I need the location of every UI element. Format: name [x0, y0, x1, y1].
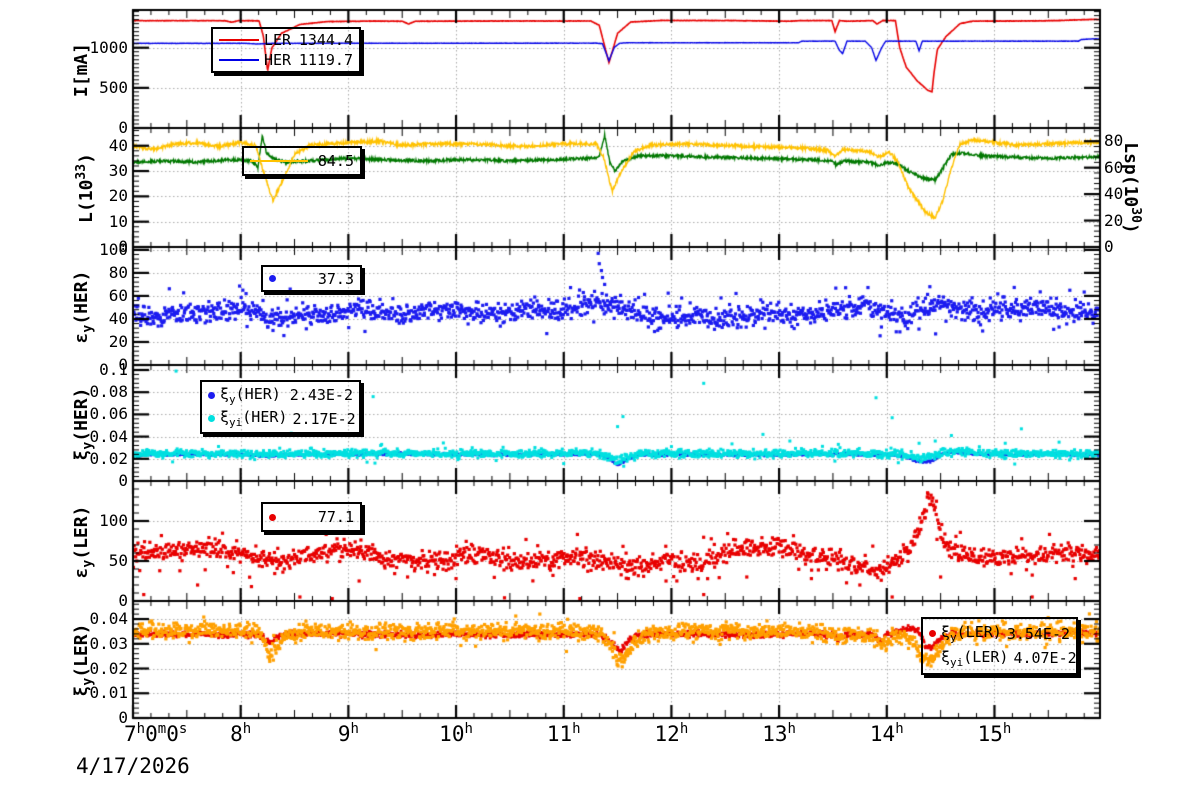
- y-tick-label: 0.01: [89, 683, 128, 703]
- xiyi-her-marker: [208, 415, 215, 423]
- xiy-ler-marker: [929, 630, 936, 638]
- ler-line-sample: [219, 38, 259, 41]
- legend-entry-lsp: 84.5: [244, 151, 360, 171]
- date-label: 4/17/2026: [76, 754, 190, 778]
- y-tick-label: 10: [108, 211, 128, 231]
- legend-entry-ler: LER 1344.4: [213, 30, 359, 50]
- x-hour-label: 11h: [546, 721, 581, 746]
- legend-entry-ey-her: 37.3: [263, 269, 360, 289]
- legend-entry-xiy-ler: ξy(LER) 3.54E-2: [923, 623, 1076, 644]
- xiy-her-marker: [208, 391, 215, 399]
- y-tick-label: 0.04: [89, 426, 128, 446]
- y-tick-label: 20: [108, 331, 128, 351]
- legend-luminosity: 84.5: [242, 146, 362, 176]
- y-tick-label: 0.06: [89, 404, 128, 424]
- y-tick-label: 500: [99, 77, 128, 97]
- x-hour-label: 12h: [654, 721, 689, 746]
- y-tick-label-right: 40: [1104, 184, 1124, 204]
- x-hour-label: 9h: [337, 721, 359, 746]
- y-tick-label: 0: [118, 708, 128, 727]
- y-tick-label: 20: [108, 186, 128, 206]
- y-tick-label: 0: [118, 591, 128, 610]
- y-tick-label: 40: [108, 135, 128, 155]
- y-tick-label: 30: [108, 161, 128, 181]
- y-tick-label: 0.04: [89, 609, 128, 629]
- y-tick-label: 40: [108, 308, 128, 328]
- legend-emittance-ler: 77.1: [261, 502, 362, 532]
- legend-current: LER 1344.4 HER 1119.7: [211, 27, 361, 73]
- y-tick-label: 60: [108, 285, 128, 305]
- y-tick-label-right: 0: [1104, 237, 1114, 256]
- legend-xi-her: ξy(HER) 2.43E-2 ξyi(HER) 2.17E-2: [200, 380, 361, 434]
- y-tick-label: 50: [108, 551, 128, 570]
- y-tick-label: 0: [118, 237, 128, 256]
- y-tick-label-right: 80: [1104, 131, 1124, 151]
- y-tick-label: 0.1: [99, 359, 128, 379]
- y-tick-label: 0: [118, 118, 128, 137]
- legend-entry-xiyi-ler: ξyi(LER) 4.07E-2: [923, 648, 1077, 669]
- y-tick-label: 0: [118, 355, 128, 374]
- y-tick-label: 0.02: [89, 448, 128, 468]
- legend-entry-her: HER 1119.7: [213, 50, 359, 70]
- x-hour-label: 15h: [977, 721, 1012, 746]
- y-tick-label-right: 20: [1104, 210, 1124, 230]
- y-tick-label: 100: [99, 511, 128, 530]
- x-hour-label: 14h: [869, 721, 904, 746]
- x-hour-label: 10h: [439, 721, 473, 746]
- legend-entry-xiyi-her: ξyi(HER) 2.17E-2: [202, 408, 359, 429]
- y-tick-label: 0.03: [89, 633, 128, 653]
- y-tick-label: 0.02: [89, 658, 128, 678]
- y-tick-label: 100: [99, 239, 128, 259]
- lsp-line-sample: [250, 160, 308, 162]
- y-tick-label: 0.08: [89, 382, 128, 402]
- legend-xi-ler: ξy(LER) 3.54E-2 ξyi(LER) 4.07E-2: [921, 617, 1078, 675]
- ey-ler-marker: [269, 513, 276, 521]
- y-tick-label-right: 60: [1104, 157, 1124, 177]
- x-axis-start-label: 7h0m0s: [124, 721, 188, 746]
- legend-entry-xiy-her: ξy(HER) 2.43E-2: [202, 385, 359, 406]
- y-tick-label: 0: [118, 471, 128, 490]
- y-tick-label: 80: [108, 262, 128, 282]
- ey-her-marker: [269, 275, 276, 282]
- x-hour-label: 8h: [230, 721, 252, 746]
- y-tick-label: 1000: [89, 37, 128, 57]
- x-hour-label: 13h: [762, 721, 796, 746]
- legend-emittance-her: 37.3: [261, 265, 362, 292]
- legend-entry-ey-ler: 77.1: [263, 507, 360, 527]
- her-line-sample: [219, 59, 259, 62]
- xiyi-ler-marker: [929, 654, 936, 662]
